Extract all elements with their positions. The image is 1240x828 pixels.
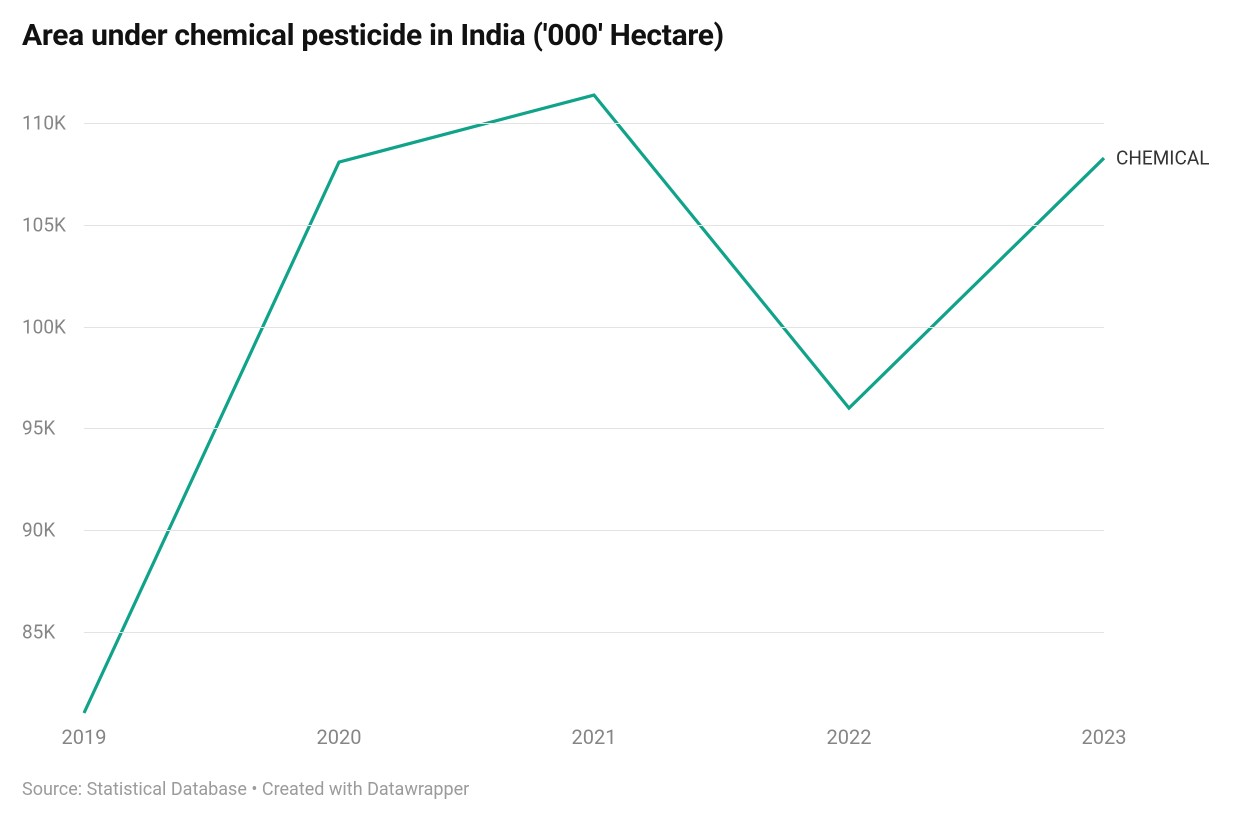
series-label: CHEMICAL <box>1116 147 1209 170</box>
x-tick-label: 2019 <box>62 725 107 749</box>
y-tick-label: 105K <box>22 214 76 237</box>
line-chart-svg <box>84 93 1104 713</box>
gridline <box>84 327 1104 328</box>
y-tick-label: 85K <box>22 620 76 643</box>
gridline <box>84 225 1104 226</box>
chart-container: 85K 90K 95K 100K 105K 110K 2019 2020 2021 2022 202… <box>22 75 1218 765</box>
gridline <box>84 428 1104 429</box>
series-line-chemical <box>84 95 1104 713</box>
gridline <box>84 632 1104 633</box>
gridline <box>84 123 1104 124</box>
y-tick-label: 90K <box>22 519 76 542</box>
y-tick-label: 95K <box>22 417 76 440</box>
x-tick-label: 2020 <box>317 725 362 749</box>
y-tick-label: 110K <box>22 112 76 135</box>
y-tick-label: 100K <box>22 315 76 338</box>
chart-footer: Source: Statistical Database • Created w… <box>22 779 1218 800</box>
plot-area <box>84 93 1104 713</box>
chart-title: Area under chemical pesticide in India (… <box>22 18 1218 53</box>
x-tick-label: 2022 <box>827 725 872 749</box>
x-tick-label: 2021 <box>572 725 617 749</box>
gridline <box>84 530 1104 531</box>
x-tick-label: 2023 <box>1082 725 1127 749</box>
